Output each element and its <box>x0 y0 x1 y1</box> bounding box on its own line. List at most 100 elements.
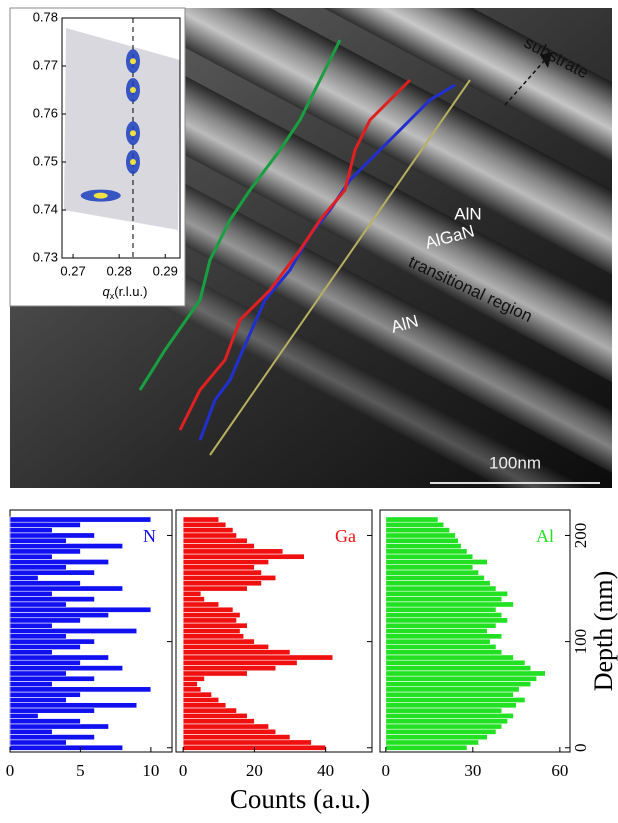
bar <box>9 543 123 550</box>
x-tick-label: 0.28 <box>107 263 132 278</box>
bar <box>385 601 514 608</box>
bar <box>385 739 479 746</box>
bar <box>182 723 269 730</box>
bar <box>182 622 248 629</box>
y-tick-label: 0.75 <box>33 153 58 168</box>
bar <box>182 543 255 550</box>
bar <box>9 718 81 725</box>
bar <box>385 543 462 550</box>
x-tick-label: 30 <box>464 761 481 780</box>
bar <box>385 697 526 703</box>
bar <box>9 643 81 650</box>
bar <box>182 712 248 719</box>
bar <box>385 537 459 544</box>
bar <box>182 739 312 746</box>
y-tick-label: 0.76 <box>33 105 58 120</box>
bar <box>182 606 234 613</box>
bar <box>182 516 220 523</box>
bar <box>182 532 237 539</box>
bar <box>385 521 445 528</box>
y-tick-label: 0.78 <box>33 9 58 24</box>
bar <box>9 638 95 645</box>
bar <box>385 590 508 597</box>
bar <box>182 686 202 693</box>
intensity-core <box>129 87 136 93</box>
bar <box>385 628 488 634</box>
bar <box>9 697 67 703</box>
bar <box>9 686 152 693</box>
bar <box>9 691 81 698</box>
bar <box>182 691 212 698</box>
x-tick-label: 60 <box>551 761 568 780</box>
bar <box>385 744 468 751</box>
bar <box>385 596 503 603</box>
bar <box>9 612 109 619</box>
bar <box>385 728 497 735</box>
bar <box>9 548 81 555</box>
bar <box>182 564 255 571</box>
bar <box>385 712 514 719</box>
bar <box>9 553 53 560</box>
bar <box>182 596 205 603</box>
x-axis-label: Counts (a.u.) <box>230 784 370 814</box>
bar <box>385 622 497 629</box>
x-axis-unit: (r.l.u.) <box>114 284 147 299</box>
y-tick-label: 0 <box>571 744 590 753</box>
bar <box>9 744 123 751</box>
bar <box>385 559 488 565</box>
bar <box>182 521 227 528</box>
y-tick-label: 200 <box>571 523 590 549</box>
panel-label: Ga <box>335 526 356 546</box>
bar <box>9 527 53 534</box>
bar <box>182 612 241 619</box>
bar <box>385 633 503 640</box>
bar <box>9 707 95 714</box>
bar <box>385 718 508 725</box>
bar <box>9 601 67 608</box>
bar <box>9 649 53 656</box>
bar <box>9 734 95 741</box>
bar <box>9 739 67 746</box>
x-tick-label: 0.29 <box>153 263 178 278</box>
bar <box>182 628 241 634</box>
bar <box>9 622 53 629</box>
bar <box>9 654 109 661</box>
bar <box>385 569 479 576</box>
x-tick-label: 0 <box>6 761 15 780</box>
bar <box>182 654 334 661</box>
bar <box>385 548 468 555</box>
bar <box>385 691 514 698</box>
bar <box>385 516 439 523</box>
bar <box>9 590 53 597</box>
bar <box>182 548 284 555</box>
x-tick-label: 40 <box>317 761 334 780</box>
bar <box>182 537 248 544</box>
bar <box>182 665 277 672</box>
bar <box>385 670 546 677</box>
bar <box>182 527 234 534</box>
bar <box>182 728 277 735</box>
bar <box>9 564 67 571</box>
bar <box>9 702 138 709</box>
bar <box>385 654 514 661</box>
bar <box>9 559 109 565</box>
bar <box>182 670 248 677</box>
x-axis-subscript: x <box>110 291 115 301</box>
x-axis-symbol: q <box>103 284 111 299</box>
bar <box>9 532 95 539</box>
bar <box>385 643 497 650</box>
x-tick-label: 0.27 <box>60 263 85 278</box>
bar <box>9 580 81 587</box>
bar <box>385 564 474 571</box>
bar <box>182 569 262 576</box>
intensity-core <box>129 130 136 137</box>
bar <box>385 675 537 682</box>
bar <box>9 681 53 688</box>
y-tick-label: 0.74 <box>33 201 58 216</box>
intensity-core <box>93 192 108 199</box>
inset-speckle <box>64 28 180 230</box>
bar <box>182 617 237 624</box>
annotation: AlN <box>454 204 481 223</box>
bar <box>385 585 497 592</box>
bar <box>182 585 248 592</box>
